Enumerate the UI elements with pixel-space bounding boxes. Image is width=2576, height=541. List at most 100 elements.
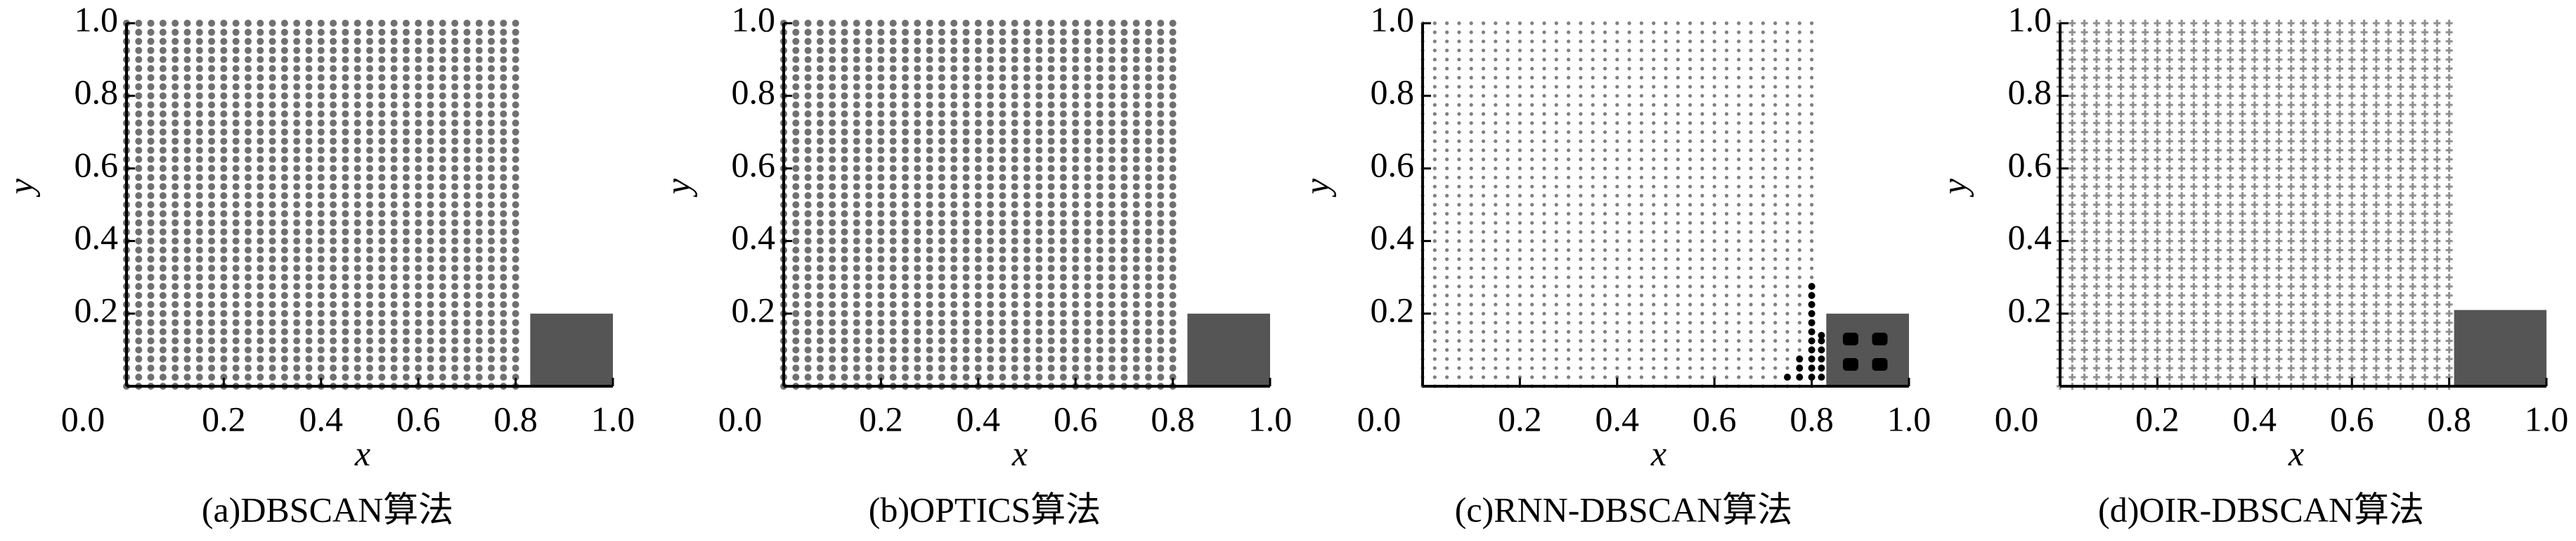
point	[1059, 246, 1067, 254]
point	[439, 283, 446, 291]
point	[488, 92, 495, 100]
point	[1035, 37, 1043, 45]
point	[1761, 239, 1765, 243]
point	[390, 374, 398, 381]
point	[2117, 246, 2125, 254]
point	[1059, 37, 1067, 45]
point	[1096, 183, 1103, 191]
point	[1603, 112, 1607, 116]
point	[257, 20, 264, 27]
point	[2154, 237, 2161, 245]
point	[1761, 166, 1765, 170]
point	[512, 328, 519, 336]
point	[268, 28, 276, 36]
point	[280, 228, 288, 236]
point	[317, 101, 325, 109]
point	[1591, 66, 1595, 71]
point	[366, 20, 373, 27]
point	[877, 228, 885, 236]
point	[171, 146, 179, 154]
point	[1676, 330, 1680, 334]
point	[1506, 94, 1510, 98]
point	[280, 119, 288, 127]
point	[415, 210, 422, 217]
point	[2287, 237, 2295, 245]
point	[1145, 56, 1152, 63]
point	[1517, 321, 1522, 325]
point	[2445, 310, 2453, 317]
x-tick-label: 0.0	[1357, 399, 1402, 438]
point	[914, 119, 921, 127]
point	[451, 110, 459, 117]
point	[816, 355, 824, 363]
point	[889, 246, 897, 254]
point	[1567, 166, 1571, 170]
point	[889, 155, 897, 163]
point	[938, 283, 945, 291]
point	[1506, 21, 1510, 25]
point	[974, 228, 982, 236]
point	[2372, 165, 2380, 172]
point	[1035, 300, 1043, 308]
point	[2397, 246, 2405, 254]
point	[1797, 166, 1801, 170]
point	[816, 319, 824, 326]
point	[1145, 300, 1152, 308]
point	[2178, 337, 2185, 345]
point	[1072, 28, 1080, 36]
point	[1810, 49, 1814, 53]
point	[1494, 121, 1498, 125]
point	[2178, 228, 2185, 236]
point	[439, 364, 446, 372]
y-tick-label: 0.6	[75, 145, 119, 184]
point	[792, 28, 800, 36]
point	[2202, 174, 2210, 182]
point	[2202, 346, 2210, 354]
x-tick-label: 0.4	[957, 399, 1001, 438]
point	[2129, 346, 2137, 354]
point	[1664, 357, 1668, 361]
point	[1785, 257, 1789, 261]
point	[1737, 139, 1741, 144]
point	[1011, 283, 1018, 291]
point	[354, 101, 361, 109]
point	[220, 37, 228, 45]
point	[926, 28, 933, 36]
point	[1035, 364, 1043, 372]
point	[1554, 112, 1558, 116]
point	[232, 119, 240, 127]
point	[914, 201, 921, 208]
cluster-point	[1872, 358, 1888, 371]
point	[1035, 310, 1043, 317]
point	[1035, 183, 1043, 191]
point	[1481, 139, 1486, 144]
point	[2312, 364, 2319, 372]
point	[1761, 266, 1765, 270]
point	[208, 374, 216, 381]
point	[1797, 30, 1801, 34]
point	[1035, 92, 1043, 100]
point	[402, 192, 410, 200]
point	[171, 255, 179, 263]
point	[2287, 201, 2295, 208]
point	[342, 346, 349, 354]
point	[950, 346, 958, 354]
point	[293, 364, 301, 372]
point	[1445, 330, 1449, 334]
point	[1785, 121, 1789, 125]
point	[2421, 346, 2428, 354]
point	[245, 228, 252, 236]
point	[938, 337, 945, 345]
point	[1059, 328, 1067, 336]
point	[1676, 75, 1680, 79]
point	[1469, 193, 1473, 198]
point	[2166, 255, 2173, 263]
point	[402, 46, 410, 54]
point	[1664, 39, 1668, 44]
point	[2433, 337, 2441, 345]
point	[1554, 375, 1558, 379]
point	[1145, 165, 1152, 172]
point	[2324, 192, 2331, 200]
point	[268, 292, 276, 299]
point	[1035, 101, 1043, 109]
